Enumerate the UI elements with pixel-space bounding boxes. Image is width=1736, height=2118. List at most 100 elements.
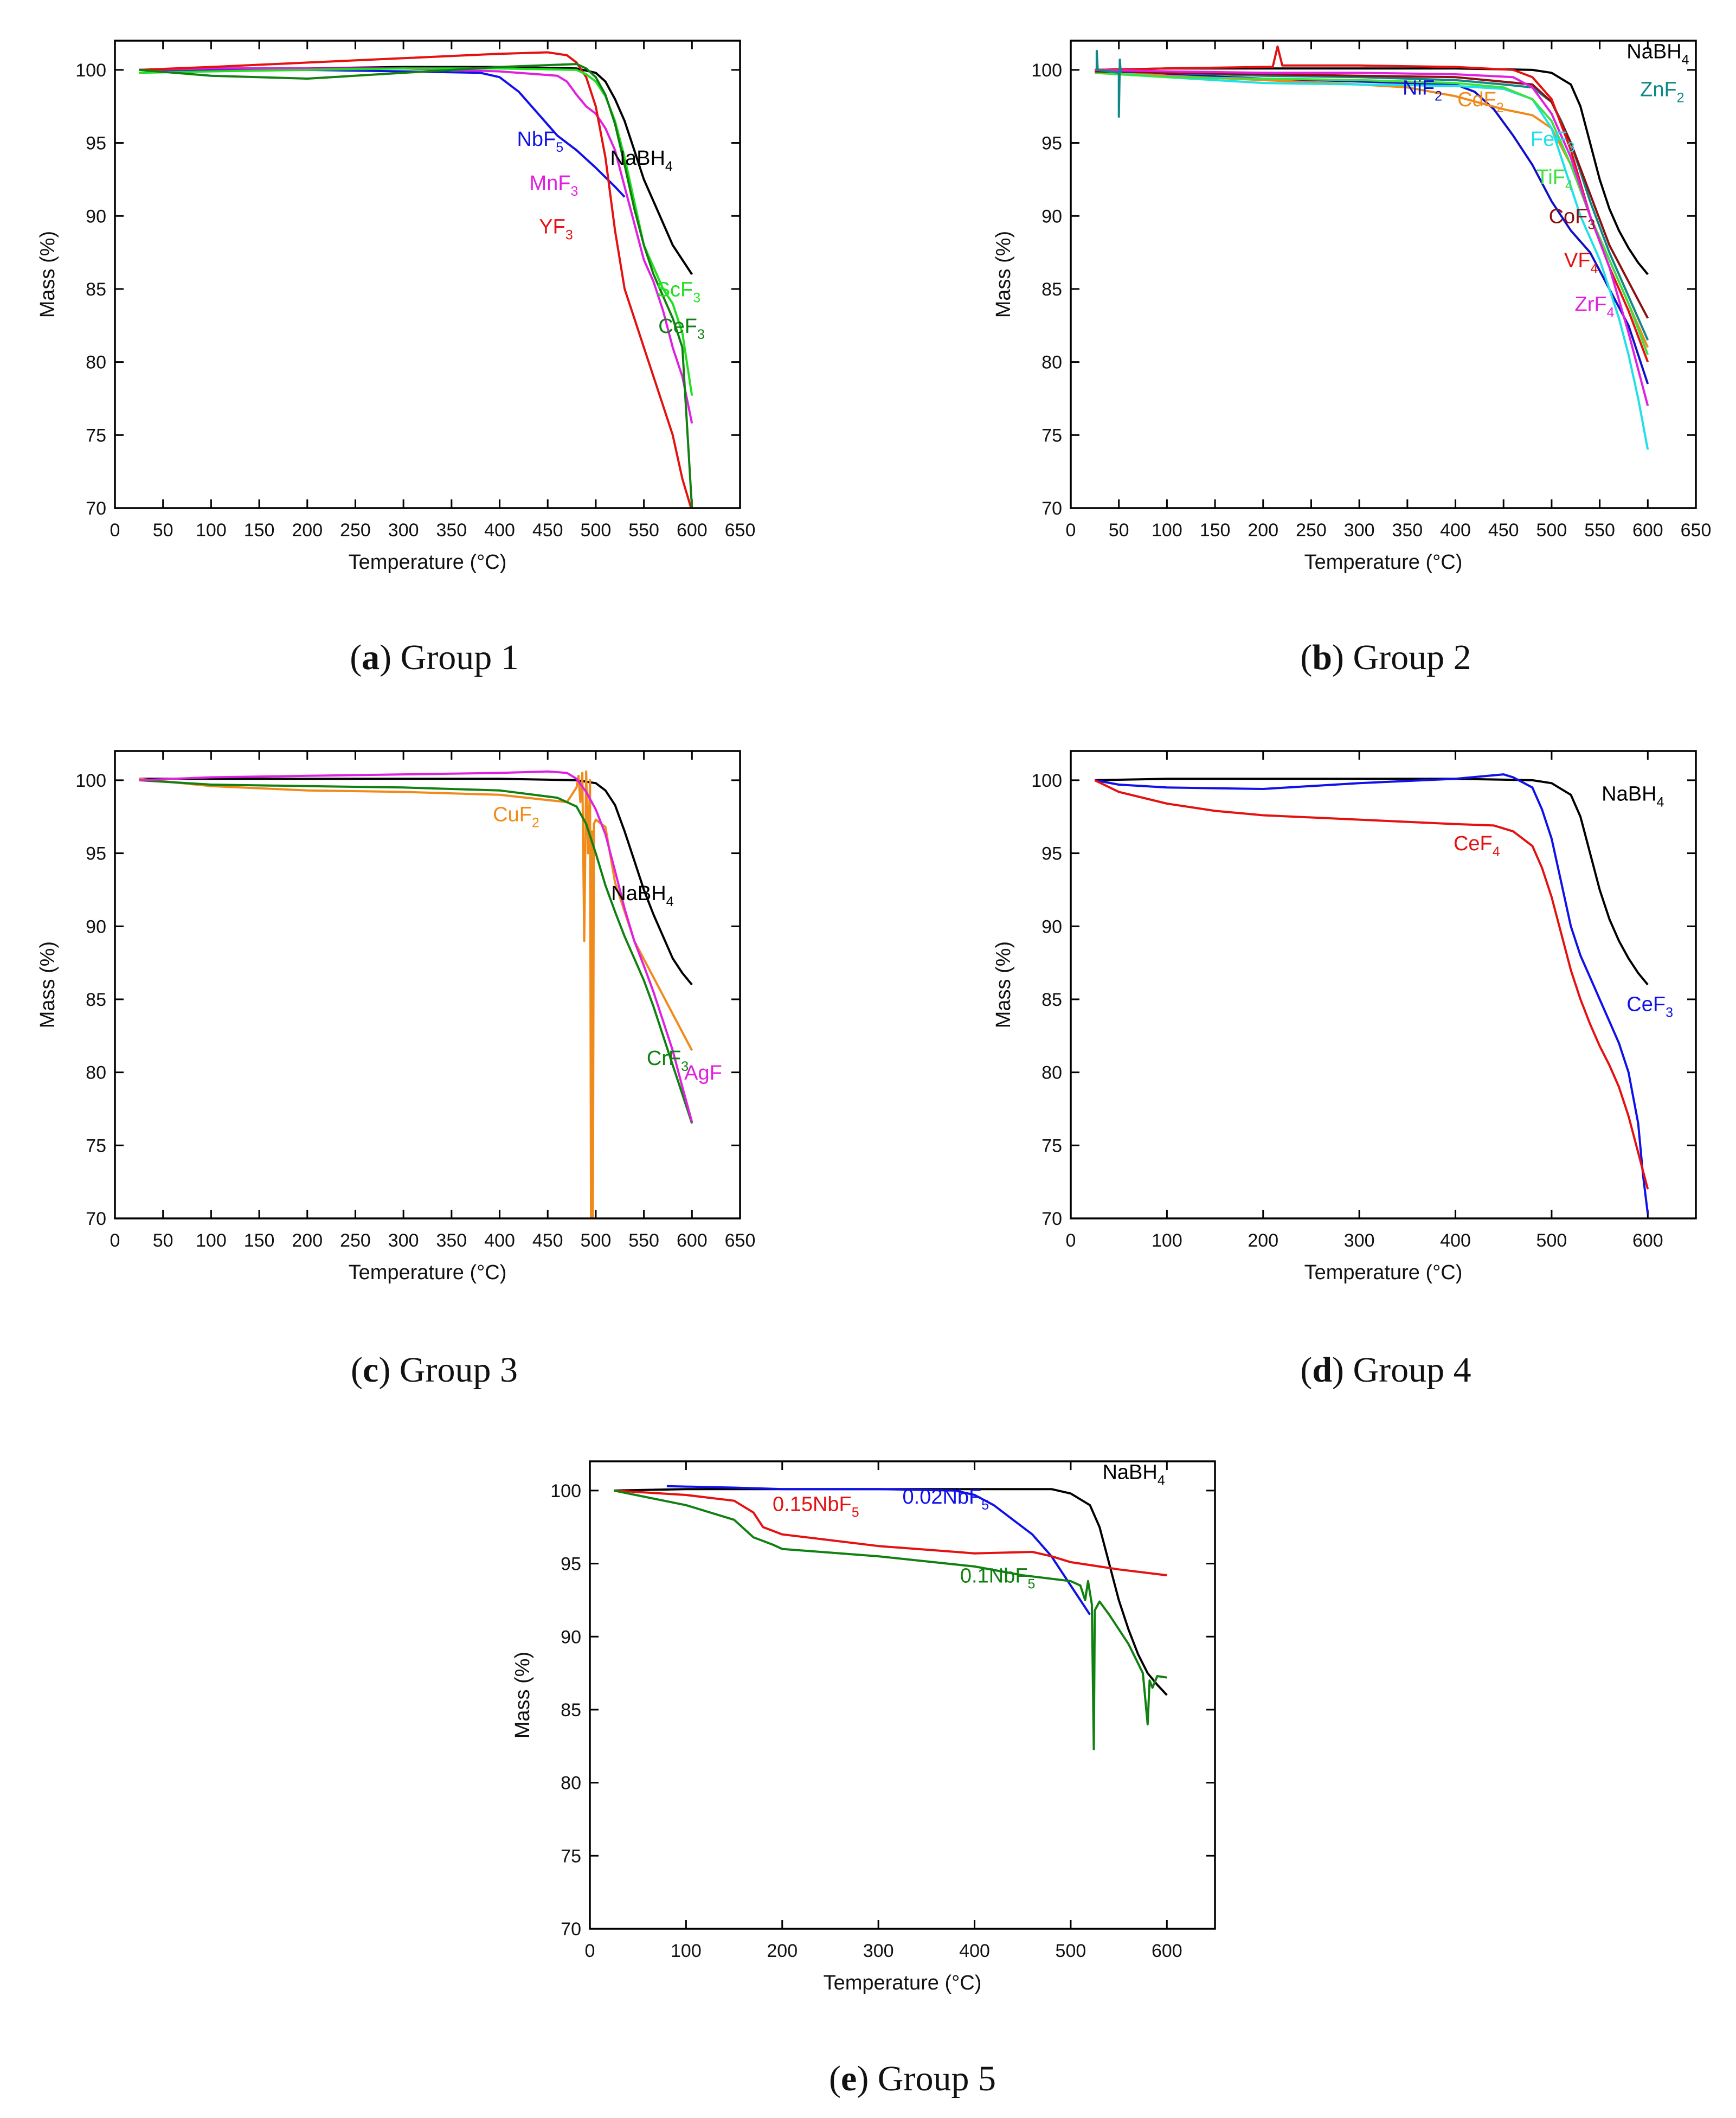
y-tick-label: 75 [1041, 1135, 1062, 1156]
y-tick-label: 95 [1041, 133, 1062, 154]
series-line [139, 67, 693, 424]
x-tick-label: 600 [1632, 1230, 1663, 1251]
x-tick-label: 400 [1440, 1230, 1471, 1251]
x-tick-label: 100 [1152, 1230, 1182, 1251]
x-tick-label: 0 [585, 1941, 595, 1961]
y-tick-label: 100 [75, 60, 106, 81]
x-tick-label: 0 [1066, 520, 1076, 541]
y-axis-label: Mass (%) [36, 941, 59, 1028]
x-tick-label: 500 [581, 1230, 612, 1251]
x-axis-label: Temperature (°C) [349, 1261, 507, 1284]
series-line [139, 51, 692, 508]
y-tick-label: 100 [1031, 60, 1062, 81]
y-tick-label: 85 [1041, 990, 1062, 1010]
x-tick-label: 0 [110, 1230, 120, 1251]
x-tick-label: 350 [436, 520, 467, 541]
x-tick-label: 100 [671, 1941, 702, 1961]
x-tick-label: 500 [1536, 1230, 1567, 1251]
y-tick-label: 75 [86, 425, 106, 446]
y-tick-label: 90 [86, 916, 106, 937]
x-tick-label: 300 [1344, 1230, 1375, 1251]
y-tick-label: 85 [86, 990, 106, 1010]
x-tick-label: 450 [532, 1230, 563, 1251]
series-label: AgF [684, 1062, 722, 1084]
series-line [1095, 67, 1649, 275]
x-axis-label: Temperature (°C) [1304, 1261, 1463, 1284]
series-label: CrF3 [647, 1047, 689, 1074]
series-line [139, 67, 693, 396]
x-tick-label: 650 [725, 1230, 756, 1251]
series-label: ZrF4 [1574, 293, 1614, 320]
y-tick-label: 90 [1041, 206, 1062, 227]
chart-e: 0 100 200 300 400 500 600 70 75 80 85 90 95 100 Temper… [511, 1460, 1216, 1994]
x-tick-label: 50 [153, 520, 173, 541]
x-tick-label: 400 [484, 520, 515, 541]
x-tick-label: 150 [1200, 520, 1231, 541]
series-label: NaBH4 [1602, 783, 1664, 810]
y-tick-label: 90 [1041, 916, 1062, 937]
caption-d: (d) Group 4 [1300, 1350, 1471, 1390]
caption-a: (a) Group 1 [350, 638, 519, 677]
series-label: 0.02NbF5 [903, 1486, 989, 1513]
y-tick-label: 95 [1041, 844, 1062, 864]
y-tick-label: 80 [561, 1773, 581, 1794]
series-line [1095, 70, 1649, 319]
y-tick-label: 95 [86, 844, 106, 864]
y-tick-label: 80 [86, 1063, 106, 1083]
series-label: CeF3 [1626, 993, 1673, 1020]
series-label: CeF3 [658, 315, 705, 342]
series-label: 0.15NbF5 [773, 1493, 859, 1520]
x-tick-label: 200 [292, 1230, 323, 1251]
series-line [139, 770, 693, 1218]
series-label: CoF3 [1549, 206, 1596, 233]
series-label: TiF4 [1536, 166, 1573, 193]
series-line [1095, 778, 1649, 986]
x-tick-label: 300 [388, 520, 419, 541]
series-line [139, 770, 693, 1122]
x-tick-label: 200 [767, 1941, 798, 1961]
x-tick-label: 300 [1344, 520, 1375, 541]
y-tick-label: 90 [86, 206, 106, 227]
x-tick-label: 500 [1536, 520, 1567, 541]
x-axis-label: Temperature (°C) [1304, 551, 1463, 574]
series-label: CdF2 [1457, 88, 1504, 115]
y-tick-label: 90 [561, 1627, 581, 1647]
y-tick-label: 85 [86, 279, 106, 300]
x-tick-label: 400 [1440, 520, 1471, 541]
series-line [1094, 773, 1649, 1215]
y-tick-label: 75 [86, 1135, 106, 1156]
plot-frame [114, 750, 741, 1220]
y-tick-label: 100 [550, 1481, 581, 1501]
x-tick-label: 250 [1296, 520, 1327, 541]
x-tick-label: 350 [1392, 520, 1423, 541]
y-tick-label: 75 [561, 1846, 581, 1866]
x-tick-label: 100 [196, 520, 227, 541]
series-label: NaBH4 [610, 147, 673, 174]
chart-c: 0 50 100 150 200 250 300 350 400 450 500 550 600 650 7… [36, 750, 756, 1284]
x-tick-label: 600 [1632, 520, 1663, 541]
y-tick-label: 80 [1041, 1063, 1062, 1083]
x-tick-label: 400 [959, 1941, 990, 1961]
y-tick-label: 100 [75, 771, 106, 791]
series-line [614, 1488, 1168, 1696]
x-tick-label: 650 [725, 520, 756, 541]
x-tick-label: 450 [532, 520, 563, 541]
series-line [1094, 779, 1649, 1190]
series-line [1095, 45, 1649, 363]
x-tick-label: 300 [388, 1230, 419, 1251]
x-tick-label: 400 [484, 1230, 515, 1251]
x-tick-label: 200 [1248, 1230, 1278, 1251]
y-tick-label: 70 [1041, 498, 1062, 519]
series-line [1095, 70, 1649, 450]
y-tick-label: 95 [561, 1554, 581, 1575]
y-axis-label: Mass (%) [36, 231, 59, 318]
y-tick-label: 85 [1041, 279, 1062, 300]
x-tick-label: 350 [436, 1230, 467, 1251]
y-axis-label: Mass (%) [992, 941, 1015, 1028]
x-tick-label: 50 [153, 1230, 173, 1251]
x-tick-label: 450 [1488, 520, 1519, 541]
y-tick-label: 75 [1041, 425, 1062, 446]
series-line [139, 779, 693, 1124]
caption-e: (e) Group 5 [829, 2059, 996, 2098]
